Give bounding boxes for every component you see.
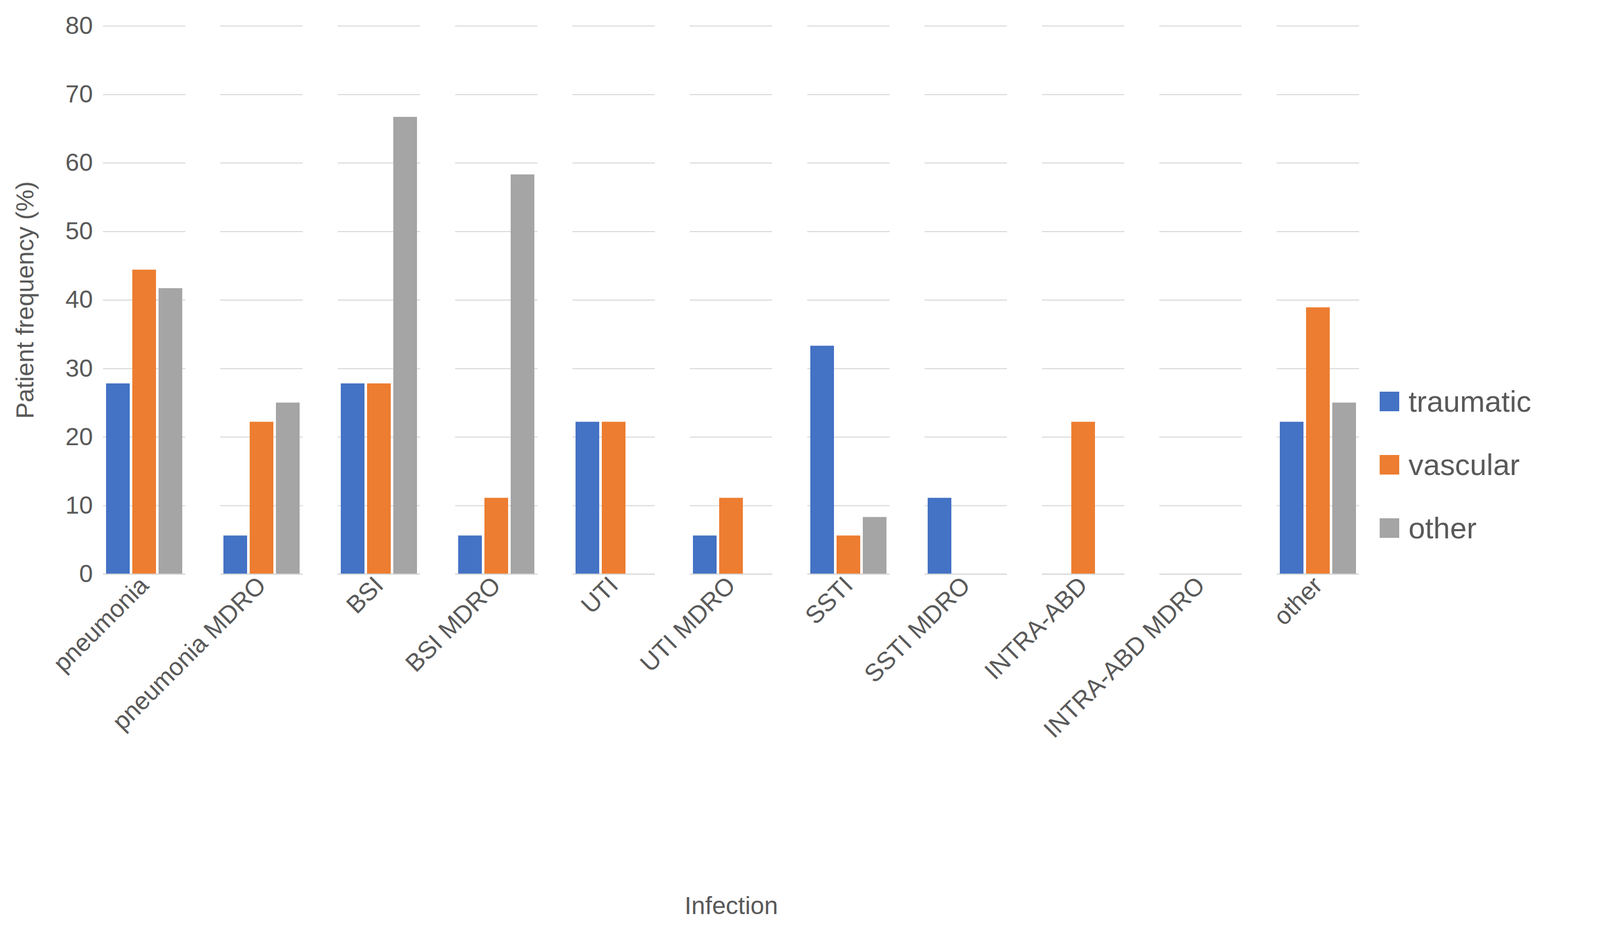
- svg-text:10: 10: [65, 491, 93, 519]
- svg-text:UTI: UTI: [575, 571, 623, 619]
- html-text:traumatic: traumatic: [1408, 384, 1532, 419]
- svg-text:pneumonia: pneumonia: [47, 571, 154, 678]
- svg-text:BSI: BSI: [340, 571, 389, 619]
- svg-text:INTRA-ABD MDRO: INTRA-ABD MDRO: [1038, 571, 1211, 744]
- html-text:vascular: vascular: [1408, 447, 1520, 482]
- svg-text:50: 50: [65, 217, 93, 245]
- svg-text:UTI MDRO: UTI MDRO: [634, 571, 741, 677]
- svg-text:20: 20: [65, 423, 93, 451]
- svg-text:80: 80: [65, 11, 93, 40]
- svg-text:30: 30: [65, 354, 93, 382]
- svg-text:other: other: [1268, 571, 1328, 631]
- html-text:other: other: [1408, 511, 1477, 545]
- svg-text:0: 0: [79, 560, 94, 588]
- svg-text:SSTI MDRO: SSTI MDRO: [858, 571, 976, 688]
- svg-text:40: 40: [65, 285, 93, 313]
- svg-text:60: 60: [65, 148, 93, 177]
- svg-text:SSTI: SSTI: [800, 571, 859, 630]
- svg-text:INTRA-ABD: INTRA-ABD: [979, 571, 1093, 685]
- svg-text:Infection: Infection: [684, 892, 778, 920]
- svg-text:70: 70: [65, 80, 93, 108]
- svg-text:Patient frequency (%): Patient frequency (%): [11, 181, 39, 420]
- svg-text:BSI MDRO: BSI MDRO: [400, 571, 506, 677]
- svg-text:pneumonia MDRO: pneumonia MDRO: [107, 571, 272, 736]
